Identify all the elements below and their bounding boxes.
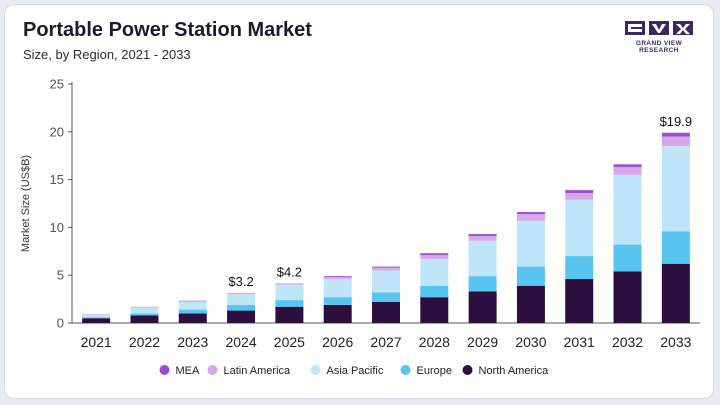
bar-segment (661, 132, 690, 137)
bar-total-label: $3.2 (228, 274, 253, 289)
bar-segment (468, 291, 497, 323)
legend-marker (207, 365, 218, 375)
x-tick-label: 2032 (612, 334, 643, 350)
bar-segment (372, 267, 400, 271)
x-tick-label: 2021 (81, 334, 112, 350)
x-tick-label: 2029 (467, 334, 498, 350)
bar-total-label: $19.9 (660, 114, 693, 129)
bar-segment (661, 231, 690, 264)
bar-segment (661, 146, 690, 232)
y-axis-label: Market Size (US$B) (20, 155, 32, 252)
bar-segment (130, 315, 159, 323)
bar-segment (130, 306, 159, 308)
bar-segment (468, 236, 497, 241)
bar-segment (468, 240, 497, 277)
bar-segment (275, 300, 304, 307)
bar-segment (372, 270, 400, 293)
chart-card: Portable Power Station Market Size, by R… (4, 4, 714, 399)
x-tick-label: 2027 (370, 334, 401, 350)
bar-segment (275, 284, 304, 301)
bar-segment (323, 297, 352, 305)
logo-text: GRAND VIEW RESEARCH (635, 40, 683, 54)
legend-label: Asia Pacific (327, 365, 384, 377)
bar-segment (178, 313, 207, 323)
x-tick-label: 2024 (225, 334, 256, 350)
legend-marker (159, 365, 170, 375)
bar-total-label: $4.2 (277, 264, 302, 279)
bar-segment (82, 317, 111, 319)
bar-segment (661, 263, 690, 323)
x-tick-label: 2022 (129, 334, 160, 350)
grand-view-research-logo: GRAND VIEW RESEARCH (619, 21, 699, 54)
bar-segment (227, 292, 256, 295)
bar-segment (420, 285, 449, 298)
bar-segment (227, 310, 256, 323)
bar-segment (613, 244, 642, 272)
bar-segment (227, 304, 256, 311)
legend-label: Latin America (224, 365, 292, 377)
bar-segment (516, 212, 545, 215)
bar-segment (516, 220, 545, 267)
legend-marker (310, 365, 321, 375)
bar-segment (565, 190, 594, 193)
y-tick-label: 25 (50, 77, 64, 92)
legend-marker (462, 365, 473, 375)
bar-segment (661, 136, 690, 147)
bar-segment (420, 255, 449, 259)
x-tick-label: 2031 (564, 334, 595, 350)
bar-segment (372, 266, 400, 268)
legend-label: North America (479, 365, 550, 377)
x-tick-label: 2030 (515, 334, 546, 350)
bar-segment (323, 279, 352, 298)
bar-segment (130, 307, 159, 314)
bar-segment (82, 314, 111, 318)
bar-segment (323, 277, 352, 280)
x-tick-label: 2033 (660, 334, 691, 350)
chart-title: Portable Power Station Market (23, 19, 312, 41)
bar-segment (178, 300, 207, 302)
bar-segment (372, 292, 400, 302)
bar-segment (565, 192, 594, 200)
bar-segment (516, 214, 545, 221)
legend-label: Europe (417, 365, 452, 377)
x-tick-label: 2023 (177, 334, 208, 350)
bar-segment (613, 167, 642, 175)
y-tick-label: 10 (50, 220, 64, 235)
bar-segment (613, 174, 642, 245)
bar-segment (275, 283, 304, 285)
x-tick-label: 2026 (322, 334, 353, 350)
bar-segment (613, 271, 642, 323)
bar-segment (468, 276, 497, 292)
chart-subtitle: Size, by Region, 2021 - 2033 (23, 47, 191, 62)
y-tick-label: 15 (50, 172, 64, 187)
bar-segment (420, 253, 449, 256)
y-tick-label: 5 (57, 268, 64, 283)
bar-segment (565, 199, 594, 257)
bar-segment (323, 304, 352, 323)
bar-segment (420, 258, 449, 286)
y-tick-label: 20 (50, 124, 64, 139)
bar-segment (178, 309, 207, 314)
legend-label: MEA (176, 365, 201, 377)
bar-segment (468, 234, 497, 237)
bar-segment (275, 306, 304, 323)
bar-segment (516, 266, 545, 286)
bar-segment (130, 313, 159, 316)
x-tick-label: 2025 (274, 334, 305, 350)
bar-segment (420, 297, 449, 323)
bar-segment (565, 279, 594, 323)
x-tick-label: 2028 (419, 334, 450, 350)
bar-segment (227, 294, 256, 305)
logo-mark-icon (625, 21, 693, 35)
bar-segment (565, 256, 594, 280)
y-tick-label: 0 (57, 316, 64, 331)
bar-segment (82, 318, 111, 323)
legend-marker (400, 365, 411, 375)
bar-segment (323, 276, 352, 278)
bar-segment (516, 285, 545, 323)
bar-segment (178, 301, 207, 310)
bar-segment (372, 301, 400, 323)
bar-segment (613, 164, 642, 168)
